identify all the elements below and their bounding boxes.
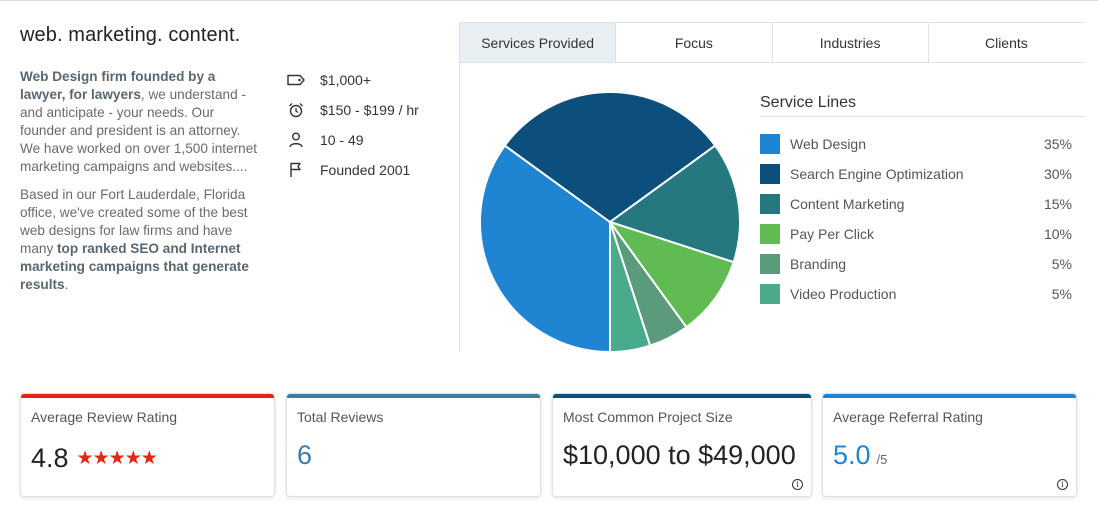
- legend-label: Web Design: [790, 136, 867, 152]
- legend-label: Search Engine Optimization: [790, 166, 964, 182]
- legend-percent: 35%: [1043, 136, 1072, 152]
- legend-label: Video Production: [790, 286, 897, 302]
- company-description: Web Design firm founded by a lawyer, for…: [20, 68, 260, 304]
- description-bold-2: top ranked SEO and Internet marketing ca…: [20, 241, 249, 292]
- card-average-review-rating: Average Review Rating 4.8 ★★★★★: [20, 393, 275, 497]
- card-value: 6: [297, 440, 313, 470]
- top-divider: [0, 0, 1098, 1]
- card-label: Most Common Project Size: [563, 409, 733, 425]
- legend-label: Pay Per Click: [790, 226, 875, 242]
- referral-out-of: /5: [876, 452, 888, 467]
- description-text-1: , we understand - and anticipate - your …: [20, 87, 258, 174]
- fact-min-project: $1,000+: [286, 65, 419, 95]
- card-value: $10,000 to $49,000: [563, 440, 796, 470]
- rating-value: 4.8: [31, 443, 69, 473]
- section-divider: [459, 22, 460, 352]
- pie-slice-pay-per-click[interactable]: [607, 220, 735, 329]
- legend-row: Web Design 35%: [760, 129, 1084, 159]
- description-paragraph-2: Based in our Fort Lauderdale, Florida of…: [20, 186, 260, 294]
- legend-row: Search Engine Optimization 30%: [760, 159, 1084, 189]
- fact-employees: 10 - 49: [286, 125, 419, 155]
- legend-swatch: [760, 164, 780, 184]
- info-icon[interactable]: i: [1057, 479, 1068, 490]
- legend-title: Service Lines: [760, 94, 1084, 117]
- star-icon: ★: [76, 448, 94, 469]
- focus-tabs: Services Provided Focus Industries Clien…: [460, 22, 1084, 63]
- star-icon: ★: [140, 448, 158, 469]
- legend-swatch: [760, 194, 780, 214]
- description-bold-1: Web Design firm founded by a lawyer, for…: [20, 69, 216, 102]
- referral-value: 5.0: [833, 440, 871, 470]
- legend-row: Video Production 5%: [760, 279, 1084, 309]
- legend-percent: 10%: [1043, 226, 1072, 242]
- price-tag-icon: [286, 70, 306, 90]
- legend-swatch: [760, 134, 780, 154]
- legend-percent: 5%: [1051, 256, 1072, 272]
- card-total-reviews: Total Reviews 6: [286, 393, 541, 497]
- fact-text: 10 - 49: [320, 132, 364, 148]
- star-icon: ★: [108, 448, 126, 469]
- card-label: Total Reviews: [297, 409, 384, 425]
- flag-icon: [286, 160, 306, 180]
- legend-row: Content Marketing 15%: [760, 189, 1084, 219]
- company-tagline: web. marketing. content.: [20, 24, 241, 46]
- legend-percent: 5%: [1051, 286, 1072, 302]
- legend-percent: 15%: [1043, 196, 1072, 212]
- fact-text: Founded 2001: [320, 162, 411, 178]
- legend-label: Content Marketing: [790, 196, 905, 212]
- fact-text: $150 - $199 / hr: [320, 102, 419, 118]
- legend-swatch: [760, 224, 780, 244]
- legend-row: Branding 5%: [760, 249, 1084, 279]
- info-icon[interactable]: i: [792, 479, 803, 490]
- legend-row: Pay Per Click 10%: [760, 219, 1084, 249]
- fact-text: $1,000+: [320, 72, 371, 88]
- pie-slice-video-production[interactable]: [609, 221, 652, 354]
- card-value: 5.0/5: [833, 440, 887, 471]
- card-accent-bar: [287, 394, 540, 398]
- tab-services-provided[interactable]: Services Provided: [460, 23, 617, 62]
- card-accent-bar: [553, 394, 811, 398]
- card-label: Average Referral Rating: [833, 409, 983, 425]
- person-icon: [286, 130, 306, 150]
- pie-slice-content-marketing[interactable]: [607, 144, 741, 264]
- legend-label: Branding: [790, 256, 847, 272]
- legend-swatch: [760, 254, 780, 274]
- rating-stars: ★★★★★: [76, 440, 158, 471]
- star-icon: ★: [92, 448, 110, 469]
- card-accent-bar: [823, 394, 1076, 398]
- card-value: 4.8 ★★★★★: [31, 440, 158, 474]
- fact-founded: Founded 2001: [286, 155, 419, 185]
- star-icon: ★: [124, 448, 142, 469]
- description-paragraph-1: Web Design firm founded by a lawyer, for…: [20, 68, 260, 176]
- pie-slice-search-engine-optimization[interactable]: [503, 91, 717, 224]
- tab-industries[interactable]: Industries: [773, 23, 929, 62]
- service-lines-pie-chart: [479, 91, 741, 354]
- card-accent-bar: [21, 394, 274, 398]
- legend-percent: 30%: [1043, 166, 1072, 182]
- card-average-referral-rating: Average Referral Rating 5.0/5 i: [822, 393, 1077, 497]
- tab-focus[interactable]: Focus: [616, 23, 773, 62]
- tab-clients[interactable]: Clients: [984, 34, 1028, 51]
- card-project-size: Most Common Project Size $10,000 to $49,…: [552, 393, 812, 497]
- legend-swatch: [760, 284, 780, 304]
- fact-hourly-rate: $150 - $199 / hr: [286, 95, 419, 125]
- alarm-clock-icon: [286, 100, 306, 120]
- pie-slice-web-design[interactable]: [479, 144, 611, 354]
- legend-rows: Web Design 35% Search Engine Optimization 3…: [760, 129, 1084, 309]
- card-label: Average Review Rating: [31, 409, 178, 425]
- description-text-3: .: [64, 277, 69, 292]
- service-lines-legend: Service Lines Web Design 35% Search Engine…: [760, 94, 1084, 309]
- description-text-2: Based in our Fort Lauderdale, Florida of…: [20, 187, 248, 256]
- company-facts: $1,000+ $150 - $199 / hr 10 - 49 Founded…: [286, 65, 419, 185]
